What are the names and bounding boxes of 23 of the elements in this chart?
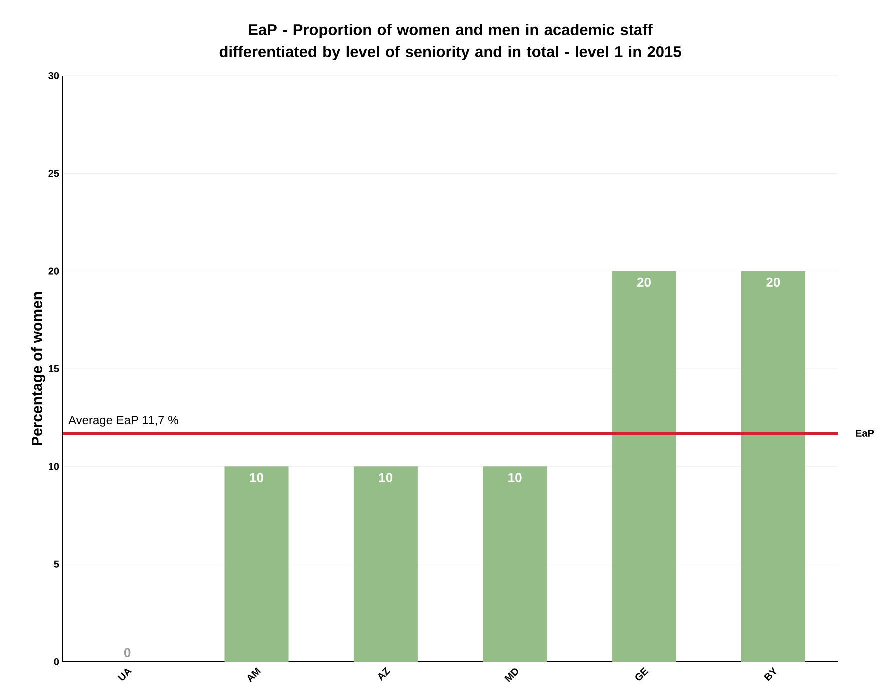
x-tick-label: AZ xyxy=(378,667,391,682)
y-tick-label: 15 xyxy=(48,366,60,372)
y-tick-label: 25 xyxy=(48,170,60,178)
x-tick-label: BY xyxy=(764,667,776,682)
data-label: 10 xyxy=(508,473,522,482)
data-label: 10 xyxy=(250,473,264,482)
y-tick-label: 10 xyxy=(48,463,60,470)
y-tick-label: 5 xyxy=(54,560,60,568)
x-tick-label: UA xyxy=(118,668,132,681)
x-tick-label: AM xyxy=(248,667,262,683)
data-label: 20 xyxy=(637,278,651,288)
data-label: 0 xyxy=(124,648,131,658)
chart-title: EaP - Proportion of women and men in academic staff differentiated by level of seniority and in total - level 1 in 2015 xyxy=(220,24,682,60)
y-tick-label: 30 xyxy=(48,72,60,80)
ref-line-label: EaP xyxy=(856,430,874,437)
y-axis-title: Percentage of women xyxy=(31,292,46,446)
x-tick-label: GE xyxy=(636,667,649,681)
y-tick-label: 0 xyxy=(54,658,60,666)
y-tick-label: 20 xyxy=(48,268,60,275)
x-tick-label: MD xyxy=(504,668,518,682)
data-label: 20 xyxy=(766,278,780,288)
data-label: 10 xyxy=(380,473,393,482)
annotation: Average EaP 11,7 % xyxy=(68,416,178,427)
